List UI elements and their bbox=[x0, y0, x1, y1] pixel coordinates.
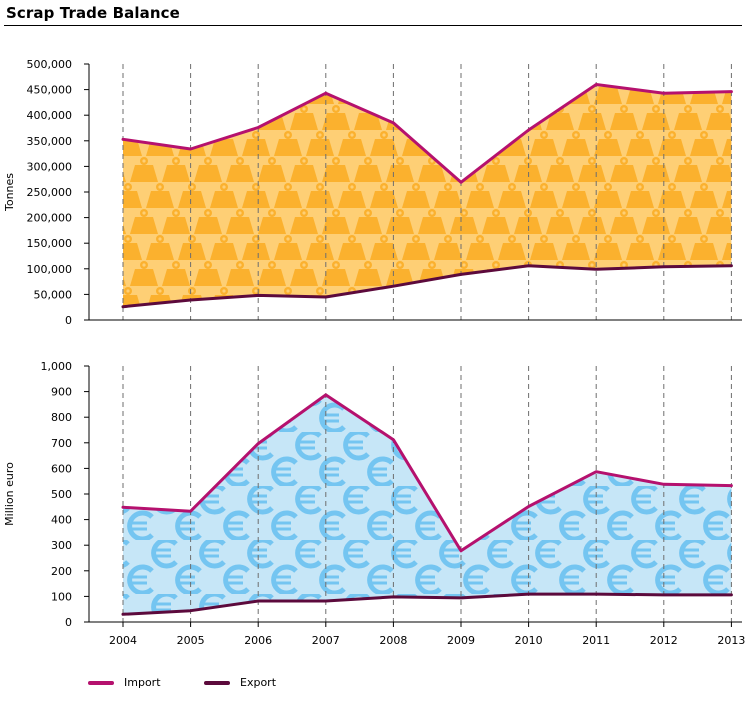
x-tick-label-2007: 2007 bbox=[312, 634, 340, 647]
euro-export-line bbox=[121, 592, 733, 616]
tonnes-ytick-label: 350,000 bbox=[27, 135, 73, 148]
tonnes-export-line bbox=[121, 264, 733, 309]
euro-ytick-label: 900 bbox=[51, 386, 72, 399]
euro-ytick-label: 300 bbox=[51, 539, 72, 552]
tonnes-panel: 0 50,000 100,000 150,000 200,000 250,000 300,0… bbox=[3, 58, 742, 327]
euro-ytick-label: 400 bbox=[51, 514, 72, 527]
legend-import-swatch bbox=[88, 680, 114, 685]
tonnes-import-line bbox=[121, 83, 733, 184]
x-tick-label-2005: 2005 bbox=[177, 634, 205, 647]
euro-import-line bbox=[121, 393, 733, 553]
euro-ytick-label: 0 bbox=[65, 616, 72, 629]
tonnes-ylabel: Tonnes bbox=[3, 173, 16, 212]
x-axis: 2004 2005 2006 2007 2008 2009 2010 2011 2012 2013 bbox=[109, 622, 745, 647]
x-tick-label-2012: 2012 bbox=[650, 634, 678, 647]
euro-ylabel: Million euro bbox=[3, 462, 16, 526]
tonnes-ytick-label: 450,000 bbox=[27, 84, 73, 97]
euro-ytick-label: 200 bbox=[51, 565, 72, 578]
legend-export-label: Export bbox=[240, 676, 277, 689]
tonnes-ytick-label: 200,000 bbox=[27, 212, 73, 225]
euro-ytick-label: 600 bbox=[51, 462, 72, 475]
tonnes-ytick-label: 50,000 bbox=[34, 288, 73, 301]
title-underline bbox=[4, 25, 742, 26]
euro-ytick-label: 100 bbox=[51, 590, 72, 603]
tonnes-ytick-label: 100,000 bbox=[27, 263, 73, 276]
euro-ytick-label: 800 bbox=[51, 411, 72, 424]
legend-import-label: Import bbox=[124, 676, 161, 689]
euro-ytick-label: 1,000 bbox=[41, 360, 73, 373]
legend-export: Export bbox=[204, 676, 276, 689]
tonnes-ytick-label: 400,000 bbox=[27, 109, 73, 122]
x-tick-label-2006: 2006 bbox=[244, 634, 272, 647]
legend-export-swatch bbox=[204, 680, 230, 685]
euro-ytick-label: 700 bbox=[51, 437, 72, 450]
x-tick-label-2009: 2009 bbox=[447, 634, 475, 647]
euro-ytick-label: 500 bbox=[51, 488, 72, 501]
chart-title: Scrap Trade Balance bbox=[6, 4, 180, 22]
x-tick-label-2008: 2008 bbox=[379, 634, 407, 647]
tonnes-area-fill bbox=[123, 84, 732, 307]
tonnes-ytick-label: 500,000 bbox=[27, 58, 73, 71]
euro-area-fill bbox=[123, 394, 732, 615]
x-tick-label-2010: 2010 bbox=[515, 634, 543, 647]
x-tick-label-2013: 2013 bbox=[717, 634, 745, 647]
legend-import: Import bbox=[88, 676, 161, 689]
tonnes-ytick-label: 300,000 bbox=[27, 160, 73, 173]
x-tick-label-2004: 2004 bbox=[109, 634, 137, 647]
tonnes-ytick-label: 250,000 bbox=[27, 186, 73, 199]
euro-panel: 0 100 200 300 400 500 600 700 800 900 1,000 Million… bbox=[3, 360, 742, 629]
tonnes-ytick-label: 0 bbox=[65, 314, 72, 327]
tonnes-ytick-label: 150,000 bbox=[27, 237, 73, 250]
x-tick-label-2011: 2011 bbox=[582, 634, 610, 647]
